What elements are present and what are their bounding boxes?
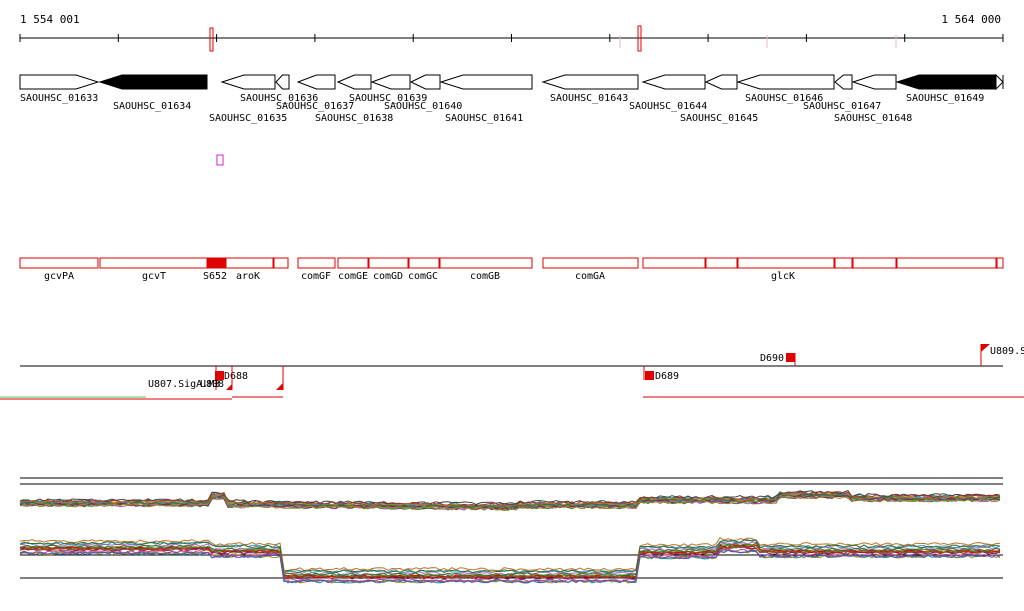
gene-label: SAOUHSC_01646 <box>745 93 823 104</box>
feature-box[interactable] <box>337 257 369 269</box>
position-marker[interactable] <box>216 154 224 166</box>
feature-box[interactable] <box>273 257 289 269</box>
feature-box[interactable] <box>542 257 639 269</box>
feature-label: comGA <box>575 271 605 282</box>
feature-box[interactable] <box>207 257 226 269</box>
expression-line <box>19 549 1001 584</box>
transcript-flag[interactable] <box>276 383 283 390</box>
transcript-label: U808 <box>200 379 224 390</box>
feature-box[interactable] <box>834 257 853 269</box>
feature-label: aroK <box>236 271 260 282</box>
transcript-label: U809.S <box>990 346 1024 357</box>
gene-end-marker <box>995 73 1004 91</box>
gene-arrow[interactable] <box>541 74 639 90</box>
feature-box[interactable] <box>99 257 208 269</box>
ruler-ticks <box>19 34 1004 42</box>
feature-label: gcvPA <box>44 271 74 282</box>
feature-label: comGB <box>470 271 500 282</box>
gene-arrow[interactable] <box>19 74 100 90</box>
expression-line <box>19 537 1001 572</box>
gene-arrow[interactable] <box>895 74 997 90</box>
expression-profile-track <box>19 477 1003 584</box>
gene-arrow[interactable] <box>641 74 706 90</box>
transcript-block[interactable] <box>215 371 224 380</box>
gene-label: SAOUHSC_01636 <box>240 93 318 104</box>
feature-box[interactable] <box>368 257 409 269</box>
expression-line <box>19 548 1001 583</box>
gene-label: SAOUHSC_01643 <box>550 93 628 104</box>
gene-label: SAOUHSC_01635 <box>209 113 287 124</box>
gene-arrow[interactable] <box>704 74 738 90</box>
ruler-start-label: 1 554 001 <box>20 13 80 26</box>
feature-label: comGC <box>408 271 438 282</box>
feature-box[interactable] <box>19 257 99 269</box>
ruler-end-label: 1 564 000 <box>941 13 1001 26</box>
gene-label: SAOUHSC_01639 <box>349 93 427 104</box>
expression-line <box>19 490 1001 506</box>
gene-label: SAOUHSC_01644 <box>629 101 707 112</box>
gene-arrow[interactable] <box>336 74 372 90</box>
feature-label: glcK <box>771 271 795 282</box>
coordinate-ruler: 1 554 001 1 564 000 <box>19 13 1004 52</box>
feature-box[interactable] <box>642 257 706 269</box>
feature-label: comGF <box>301 271 331 282</box>
gene-label: SAOUHSC_01641 <box>445 113 523 124</box>
gene-arrow[interactable] <box>220 74 276 90</box>
gene-arrow[interactable] <box>439 74 533 90</box>
gene-label: SAOUHSC_01640 <box>384 101 462 112</box>
transcript-track: D688 U807.SigA.M3 U808 D689 D690 U809.S <box>0 344 1024 400</box>
gene-label: SAOUHSC_01638 <box>315 113 393 124</box>
expression-line <box>19 542 1001 577</box>
ruler-highlight-marker[interactable] <box>637 25 642 52</box>
gene-label: SAOUHSC_01634 <box>113 101 191 112</box>
feature-box[interactable] <box>896 257 997 269</box>
ruler-highlight-marker[interactable] <box>209 27 214 52</box>
expression-line <box>19 495 1001 512</box>
expression-line <box>19 544 1001 579</box>
transcript-label: D688 <box>224 371 248 382</box>
transcript-label: D690 <box>760 353 784 364</box>
feature-label: gcvT <box>142 271 166 282</box>
gene-label: SAOUHSC_01633 <box>20 93 98 104</box>
gene-track: SAOUHSC_01633 SAOUHSC_01634 SAOUHSC_0163… <box>19 73 1004 124</box>
transcript-flag[interactable] <box>981 344 990 352</box>
feature-box[interactable] <box>297 257 336 269</box>
gene-arrow[interactable] <box>409 74 441 90</box>
gene-arrow[interactable] <box>370 74 411 90</box>
transcript-block[interactable] <box>786 353 795 362</box>
expression-line <box>19 539 1001 574</box>
feature-box[interactable] <box>737 257 835 269</box>
gene-label: SAOUHSC_01645 <box>680 113 758 124</box>
feature-box[interactable] <box>225 257 274 269</box>
gene-arrow[interactable] <box>296 74 336 90</box>
feature-label: S652 <box>203 271 227 282</box>
gene-arrow[interactable] <box>736 74 835 90</box>
transcript-block[interactable] <box>645 371 654 380</box>
gene-label: SAOUHSC_01648 <box>834 113 912 124</box>
transcript-flag[interactable] <box>226 384 232 390</box>
gene-label: SAOUHSC_01647 <box>803 101 881 112</box>
transcript-label: D689 <box>655 371 679 382</box>
feature-box[interactable] <box>705 257 738 269</box>
feature-box[interactable] <box>852 257 897 269</box>
gene-label: SAOUHSC_01649 <box>906 93 984 104</box>
feature-box[interactable] <box>408 257 440 269</box>
gene-arrow[interactable] <box>851 74 897 90</box>
gene-arrow[interactable] <box>275 74 290 90</box>
gene-arrow[interactable] <box>834 74 853 90</box>
gene-arrow[interactable] <box>98 74 208 90</box>
transcript-label: U807.SigA.M3 <box>148 379 220 390</box>
gene-label: SAOUHSC_01637 <box>276 101 354 112</box>
feature-box[interactable] <box>996 257 1004 269</box>
feature-label: comGE <box>338 271 368 282</box>
feature-box[interactable] <box>439 257 533 269</box>
feature-track: gcvPA gcvT S652 aroK comGF comGE comGD c… <box>19 257 1004 282</box>
feature-label: comGD <box>373 271 403 282</box>
expression-line <box>19 549 1001 584</box>
